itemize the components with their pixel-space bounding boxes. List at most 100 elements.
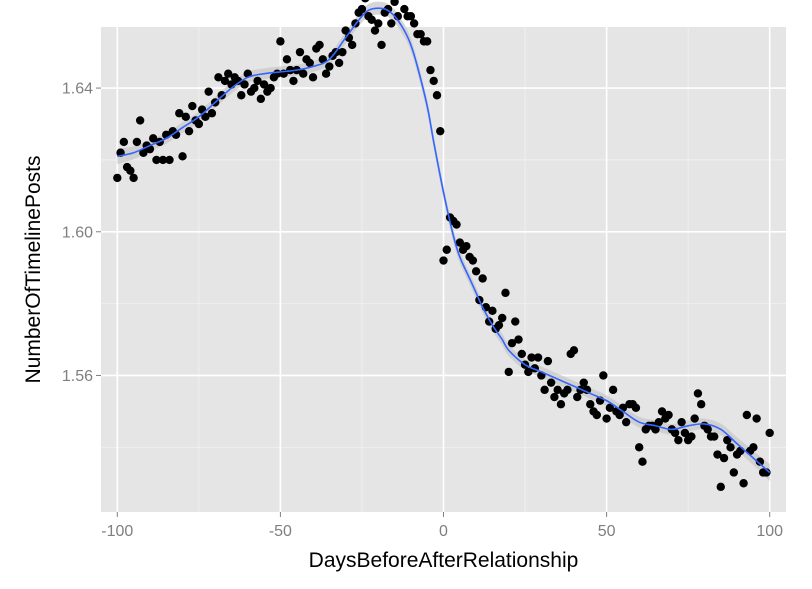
data-point <box>687 432 696 441</box>
data-point <box>550 392 559 402</box>
data-point <box>556 400 566 409</box>
data-point <box>347 40 357 50</box>
data-point <box>426 65 435 75</box>
data-point <box>533 353 543 362</box>
data-point <box>400 4 409 14</box>
data-point <box>165 155 174 165</box>
data-point <box>184 126 194 136</box>
data-point <box>696 400 706 409</box>
data-point <box>253 76 262 86</box>
data-point <box>315 40 324 50</box>
data-point <box>749 443 758 452</box>
data-point <box>452 220 461 229</box>
data-point <box>677 417 686 427</box>
data-point <box>563 385 572 395</box>
data-point <box>703 425 712 434</box>
data-point <box>621 417 631 427</box>
data-point <box>755 457 765 466</box>
data-point <box>657 407 667 416</box>
data-point <box>540 385 549 395</box>
data-point <box>367 15 376 25</box>
data-point <box>615 410 624 420</box>
y-tick-label: 1.56 <box>62 368 93 385</box>
x-axis-ticks: -100 -50 0 50 100 <box>101 512 783 540</box>
data-point <box>651 425 660 434</box>
data-point <box>527 353 536 362</box>
x-axis-title: DaysBeforeAfterRelationship <box>309 549 579 572</box>
data-point <box>654 417 663 427</box>
data-point <box>282 55 292 64</box>
data-point <box>592 410 602 420</box>
data-point <box>237 91 246 100</box>
data-point <box>543 356 553 366</box>
data-point <box>214 73 223 82</box>
y-tick-label: 1.60 <box>62 224 93 241</box>
data-point <box>507 338 517 348</box>
data-point <box>586 400 595 409</box>
data-point <box>132 137 142 147</box>
data-point <box>553 385 562 395</box>
data-point <box>204 87 213 96</box>
data-point <box>442 245 451 254</box>
data-point <box>422 37 432 46</box>
data-point <box>494 320 504 330</box>
data-point <box>693 389 703 398</box>
x-tick-label: -50 <box>269 523 292 540</box>
data-point <box>266 83 275 93</box>
data-point <box>462 241 471 251</box>
data-point <box>710 432 719 441</box>
data-point <box>181 112 191 122</box>
data-point <box>250 83 259 93</box>
data-point <box>739 479 748 488</box>
data-point <box>406 12 416 21</box>
data-point <box>113 173 122 183</box>
data-point <box>416 29 425 39</box>
data-point <box>370 26 380 35</box>
data-point <box>524 367 533 377</box>
data-point <box>455 238 465 247</box>
data-point <box>471 267 481 276</box>
data-point <box>285 65 295 75</box>
data-point <box>126 166 135 175</box>
data-point <box>517 349 526 359</box>
data-point <box>501 288 510 298</box>
x-tick-label: 100 <box>756 523 783 540</box>
data-point <box>119 137 129 147</box>
data-point <box>511 317 520 326</box>
data-point <box>638 457 647 466</box>
y-tick-label: 1.64 <box>62 81 93 98</box>
data-point <box>377 40 386 50</box>
data-point <box>207 109 217 118</box>
data-point <box>546 378 556 387</box>
data-point <box>762 468 771 477</box>
data-point <box>152 155 161 165</box>
data-point <box>729 468 739 477</box>
data-point <box>504 367 513 377</box>
data-point <box>308 73 318 82</box>
data-point <box>334 58 344 68</box>
data-point <box>217 91 226 100</box>
data-point <box>719 453 729 463</box>
y-axis-title: NumberOfTimelinePosts <box>22 156 45 384</box>
data-point <box>224 69 233 78</box>
data-point <box>357 4 367 14</box>
data-point <box>429 76 438 86</box>
major-gridlines <box>101 27 786 512</box>
x-tick-label: -100 <box>101 523 133 540</box>
data-point <box>690 414 699 423</box>
data-point <box>599 371 608 380</box>
data-point <box>361 0 370 3</box>
data-point <box>188 101 197 111</box>
data-point <box>259 80 269 89</box>
data-point <box>468 256 478 265</box>
data-point <box>175 109 184 118</box>
data-point <box>716 482 725 492</box>
data-point <box>129 173 138 183</box>
smooth-trend-line <box>117 7 771 474</box>
data-point <box>439 256 448 265</box>
x-tick-label: 50 <box>598 523 616 540</box>
data-point <box>276 37 285 46</box>
data-point <box>409 19 419 28</box>
data-point <box>670 428 680 438</box>
data-point <box>321 69 331 78</box>
